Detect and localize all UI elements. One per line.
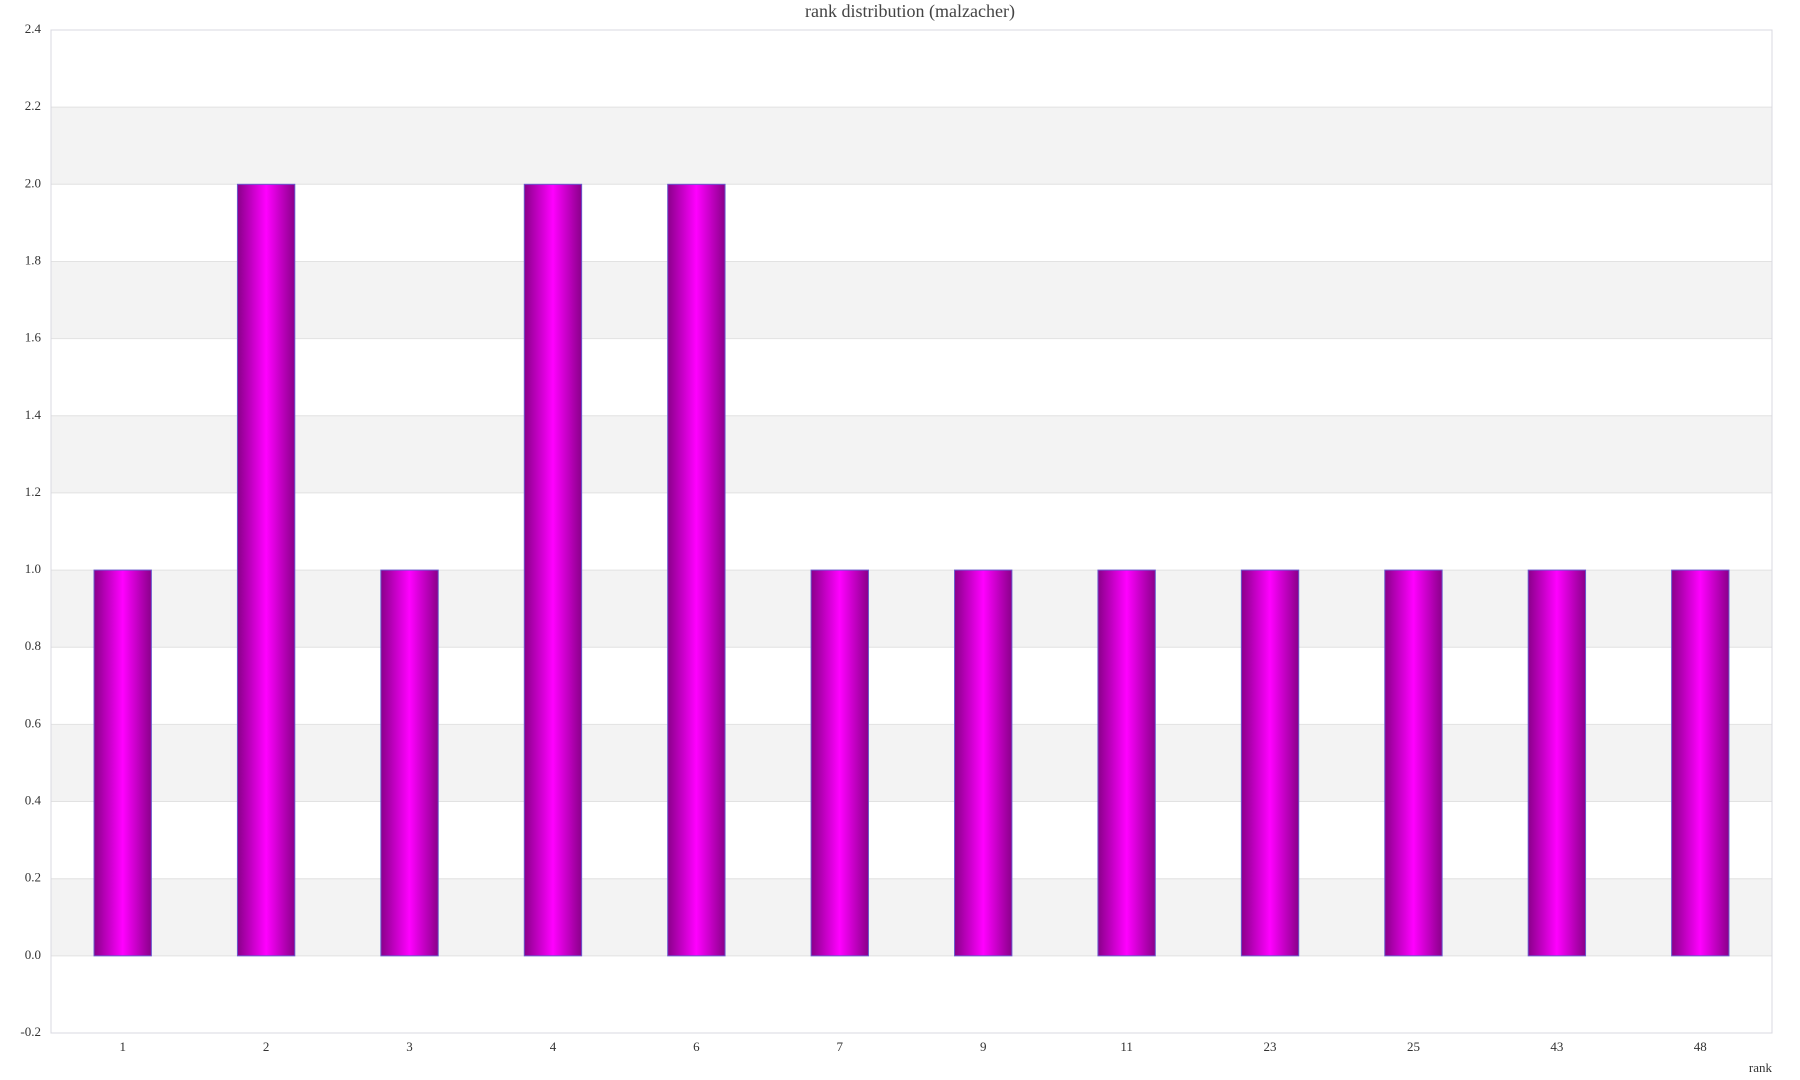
x-tick-label: 23 bbox=[1264, 1039, 1277, 1054]
bar bbox=[1527, 569, 1587, 957]
plot-frame bbox=[50, 29, 1773, 1034]
bar bbox=[1384, 569, 1443, 957]
x-tick-label: 9 bbox=[980, 1039, 987, 1054]
y-tick-label: -0.2 bbox=[20, 1024, 41, 1039]
y-tick-label: 1.4 bbox=[25, 407, 42, 422]
plot-band bbox=[51, 878, 1772, 956]
bar bbox=[810, 569, 869, 957]
bar bbox=[236, 183, 296, 957]
y-tick-label: 0.4 bbox=[25, 793, 42, 808]
y-tick-label: 1.8 bbox=[25, 252, 41, 267]
bar bbox=[1240, 569, 1300, 957]
bar bbox=[1671, 569, 1730, 957]
y-tick-label: 1.6 bbox=[25, 330, 42, 345]
y-tick-label: 2.2 bbox=[25, 98, 41, 113]
y-tick-label: 1.0 bbox=[25, 561, 41, 576]
x-tick-label: 7 bbox=[837, 1039, 844, 1054]
plot-band bbox=[51, 261, 1772, 339]
y-tick-label: 1.2 bbox=[25, 484, 41, 499]
plot-band bbox=[51, 107, 1772, 185]
x-tick-label: 48 bbox=[1694, 1039, 1707, 1054]
y-tick-label: 2.4 bbox=[25, 21, 42, 36]
y-tick-label: 0.2 bbox=[25, 870, 41, 885]
plot-band bbox=[51, 724, 1772, 802]
y-tick-label: 0.0 bbox=[25, 947, 41, 962]
x-tick-label: 11 bbox=[1120, 1039, 1133, 1054]
plot-band bbox=[51, 570, 1772, 648]
x-tick-label: 6 bbox=[693, 1039, 700, 1054]
chart-title: rank distribution (malzacher) bbox=[805, 1, 1015, 22]
bar bbox=[1097, 569, 1156, 957]
y-tick-label: 2.0 bbox=[25, 175, 41, 190]
plot-band bbox=[51, 415, 1772, 493]
x-tick-label: 25 bbox=[1407, 1039, 1420, 1054]
bar bbox=[523, 183, 583, 957]
bar bbox=[954, 569, 1013, 957]
bar bbox=[667, 183, 726, 957]
x-tick-label: 4 bbox=[550, 1039, 557, 1054]
x-axis-label: rank bbox=[1749, 1060, 1773, 1075]
x-tick-label: 3 bbox=[406, 1039, 413, 1054]
y-tick-label: 0.6 bbox=[25, 715, 42, 730]
plot-bands bbox=[51, 107, 1772, 956]
x-tick-label: 1 bbox=[119, 1039, 126, 1054]
y-tick-label: 0.8 bbox=[25, 638, 41, 653]
x-tick-label: 2 bbox=[263, 1039, 270, 1054]
x-tick-label: 43 bbox=[1550, 1039, 1563, 1054]
bar bbox=[380, 569, 439, 957]
bar bbox=[93, 569, 152, 957]
